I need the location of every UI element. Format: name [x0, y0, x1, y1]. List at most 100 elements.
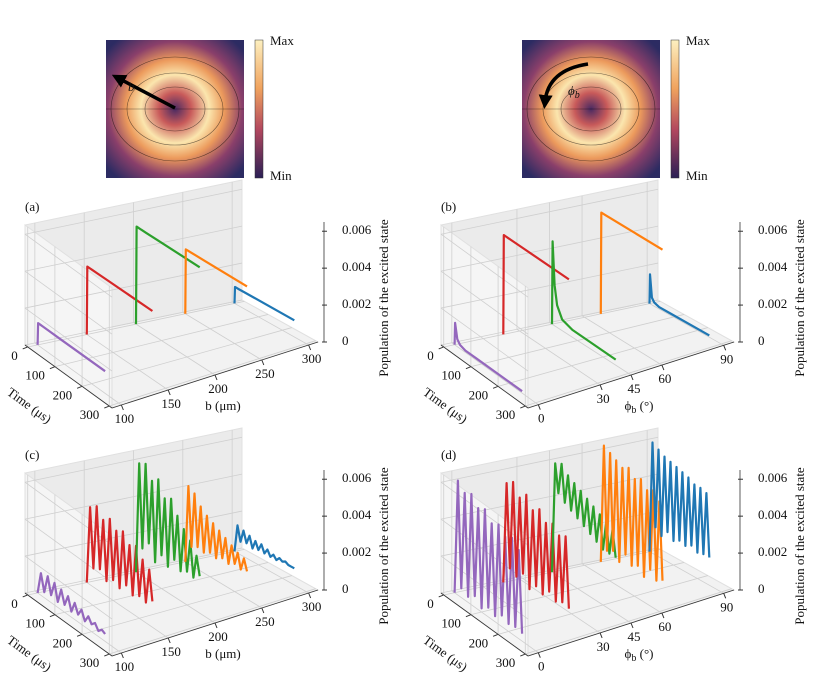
tick-mark: [76, 633, 83, 637]
grid-line: [81, 327, 292, 387]
tick-mark: [599, 384, 603, 391]
grid-line: [525, 340, 732, 407]
grid-line: [109, 340, 316, 407]
colormap-right: ϕb Max Min: [522, 33, 710, 183]
x-tick-label: 100: [115, 659, 135, 674]
x-tick-label: 0: [538, 411, 545, 426]
x-tick-label: 200: [208, 381, 228, 396]
tick-mark: [599, 632, 603, 639]
y-tick-label: 0: [11, 596, 18, 611]
tick-mark: [120, 652, 124, 659]
series-line: [502, 480, 570, 609]
tick-mark: [22, 346, 28, 350]
tick-mark: [76, 385, 83, 389]
grid-line: [646, 549, 724, 594]
label-sub: b: [575, 90, 580, 101]
x-axis-label: ϕb (°): [625, 398, 654, 416]
tick-mark: [261, 607, 265, 614]
label-main: ϕ: [625, 398, 632, 413]
z-axis-label: Population of the excited state: [376, 467, 391, 625]
grid-line: [24, 436, 243, 483]
x-axis-label: b (μm): [205, 398, 241, 413]
z-axis-label: Population of the excited state: [792, 219, 807, 377]
y-tick-label: 0: [427, 596, 434, 611]
tick-mark: [261, 359, 265, 366]
colorbar-max: Max: [270, 33, 294, 48]
grid-line: [440, 188, 659, 235]
arrow-label: ϕb: [568, 83, 580, 101]
grid-line: [440, 299, 659, 346]
grid-line: [581, 315, 663, 366]
axis-line: [440, 344, 529, 409]
grid-line: [24, 188, 243, 235]
grid-line: [24, 307, 113, 372]
grid-line: [81, 575, 292, 635]
x-tick-label: 30: [597, 391, 610, 406]
series-line: [134, 462, 201, 579]
label-sub: b: [631, 653, 636, 664]
z-tick-label: 0.002: [342, 544, 371, 559]
series-line: [648, 273, 710, 337]
grid-line: [525, 588, 732, 655]
grid-line: [109, 588, 316, 655]
tick-mark: [49, 614, 56, 618]
grid-line: [24, 225, 243, 272]
panel-label: (d): [441, 447, 456, 462]
z-tick-label: 0: [342, 333, 349, 348]
tick-mark: [49, 366, 56, 370]
grid-line: [440, 262, 659, 309]
grid-line: [581, 563, 663, 614]
z-tick-label: 0: [758, 581, 765, 596]
grid-line: [54, 562, 269, 616]
tick-mark: [22, 594, 28, 598]
grid-line: [516, 328, 601, 386]
tick-mark: [723, 593, 727, 599]
x-axis-label: b (μm): [205, 646, 241, 661]
colorbar: [670, 39, 680, 179]
tick-mark: [438, 594, 444, 598]
grid-line: [231, 301, 309, 346]
z-axis-label: Population of the excited state: [376, 219, 391, 377]
axis-line: [111, 341, 319, 409]
series-line: [184, 485, 249, 572]
grid-line: [440, 436, 659, 483]
x-tick-label: 250: [255, 614, 275, 629]
series-line: [453, 321, 523, 393]
panel: 0 30 45 60 90 0 100 200 300 0 0.002 0.004 0.006 (b) ϕb…: [420, 179, 807, 426]
series-line: [85, 265, 154, 335]
axis-line: [440, 592, 529, 657]
y-tick-label: 300: [80, 655, 100, 670]
grid-line: [182, 311, 263, 361]
axis-line: [24, 592, 113, 657]
tick-mark: [492, 385, 499, 389]
y-tick-label: 300: [80, 407, 100, 422]
field-lines: [106, 56, 244, 162]
colorbar-min: Min: [270, 168, 292, 183]
grid-line: [440, 270, 529, 335]
grid-line: [24, 518, 113, 583]
x-tick-label: 200: [208, 629, 228, 644]
label-main: ϕ: [568, 83, 575, 98]
grid-line: [451, 590, 539, 654]
x-tick-label: 90: [720, 599, 733, 614]
grid-line: [440, 225, 659, 272]
panel: 0 30 45 60 90 0 100 200 300 0 0.002 0.004 0.006 (d) ϕb…: [420, 427, 807, 674]
grid-line: [443, 300, 661, 348]
grid-line: [24, 262, 243, 309]
axis-line: [24, 344, 113, 409]
grid-line: [497, 575, 708, 635]
z-tick-label: 0: [758, 333, 765, 348]
x-tick-label: 150: [161, 644, 181, 659]
y-axis-label: Time (μs): [420, 384, 470, 426]
grid-line: [497, 327, 708, 387]
axis-line: [527, 341, 735, 409]
tick-mark: [520, 405, 526, 409]
z-tick-label: 0.006: [758, 470, 788, 485]
z-axis-label: Population of the excited state: [792, 467, 807, 625]
tick-mark: [104, 653, 110, 657]
series-line: [599, 211, 664, 314]
arrow-label: b: [128, 79, 135, 94]
series-line: [36, 322, 106, 373]
tick-mark: [537, 652, 541, 658]
